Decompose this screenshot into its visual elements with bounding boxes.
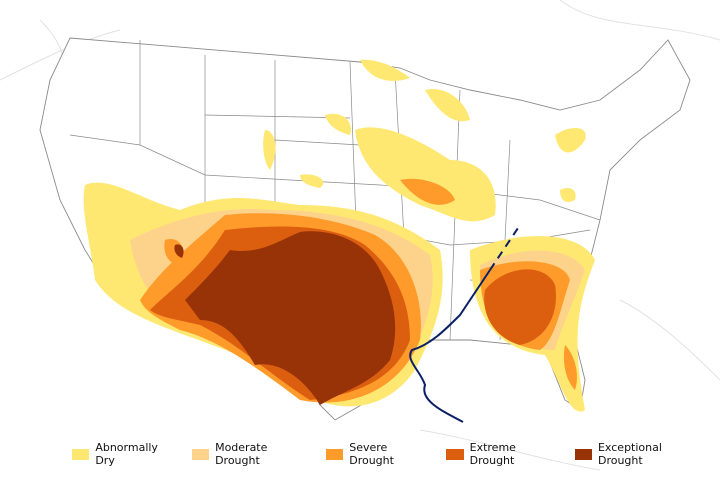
legend-swatch bbox=[72, 448, 90, 460]
legend-swatch bbox=[191, 448, 210, 460]
drought-exceptional bbox=[174, 231, 396, 405]
legend-swatch bbox=[446, 448, 464, 460]
legend: Abnormally Dry Moderate Drought Severe D… bbox=[72, 441, 720, 467]
legend-item-abnormally-dry: Abnormally Dry bbox=[72, 441, 178, 467]
legend-label: Extreme Drought bbox=[469, 441, 516, 467]
legend-swatch bbox=[325, 448, 344, 460]
legend-item-moderate-drought: Moderate Drought bbox=[191, 441, 312, 467]
legend-item-extreme-drought: Extreme Drought bbox=[446, 441, 560, 467]
legend-swatch bbox=[574, 448, 592, 460]
legend-label: Exceptional Drought bbox=[597, 441, 662, 467]
track-line bbox=[409, 224, 521, 423]
legend-item-exceptional-drought: Exceptional Drought bbox=[574, 441, 706, 467]
legend-item-severe-drought: Severe Drought bbox=[325, 441, 432, 467]
legend-label: Abnormally Dry bbox=[95, 441, 158, 467]
legend-label: Moderate Drought bbox=[215, 441, 268, 467]
legend-label: Severe Drought bbox=[349, 441, 394, 467]
